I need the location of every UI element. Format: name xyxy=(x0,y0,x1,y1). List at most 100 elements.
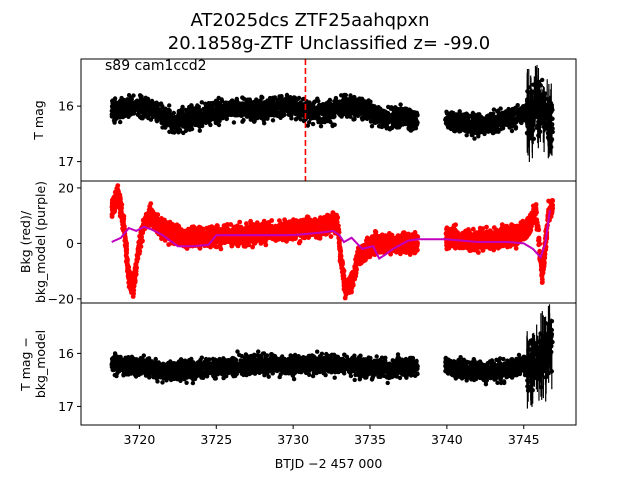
flux-point xyxy=(545,131,551,136)
flux-point xyxy=(167,129,172,134)
flux-point xyxy=(231,120,237,125)
flux-point xyxy=(366,98,371,103)
flux-point xyxy=(167,103,172,108)
flux-point xyxy=(478,116,483,121)
flux-point xyxy=(161,116,167,122)
flux-point xyxy=(245,100,250,106)
flux-point xyxy=(221,107,227,113)
flux-point xyxy=(506,118,511,124)
flux-point xyxy=(331,115,336,120)
flux-point xyxy=(401,110,407,115)
flux-point xyxy=(277,94,282,99)
flux-point xyxy=(120,109,125,115)
flux-point xyxy=(151,103,156,108)
flux-point xyxy=(125,104,130,110)
flux-point xyxy=(386,104,391,110)
flux-point xyxy=(306,114,311,119)
flux-point xyxy=(234,96,239,102)
flux-point xyxy=(370,105,375,110)
flux-point xyxy=(161,120,167,126)
chart-title-line1: AT2025dcs ZTF25aahqpxn xyxy=(190,10,429,31)
flux-point xyxy=(366,108,372,114)
flux-point xyxy=(241,104,247,109)
flux-point xyxy=(195,122,200,128)
flux-point xyxy=(355,108,361,113)
flux-point xyxy=(260,95,265,100)
flux-point xyxy=(345,97,351,102)
flux-point xyxy=(399,106,404,111)
flux-point xyxy=(404,117,409,123)
flux-point xyxy=(283,96,289,102)
flux-point xyxy=(307,100,312,105)
flux-point xyxy=(294,116,299,122)
y-tick-label: 16 xyxy=(58,99,74,114)
flux-point xyxy=(332,99,338,105)
flux-point xyxy=(157,102,162,107)
flux-point xyxy=(240,95,245,100)
flux-point xyxy=(217,114,222,119)
flux-point xyxy=(334,107,340,112)
flux-point xyxy=(545,123,550,128)
flux-point xyxy=(398,102,403,107)
flux-point xyxy=(166,120,171,126)
flux-point xyxy=(540,114,546,119)
flux-point xyxy=(146,115,151,121)
flux-point xyxy=(120,97,125,102)
flux-point xyxy=(158,108,163,114)
y-axis-label-line: T mag xyxy=(31,100,46,140)
flux-point xyxy=(450,119,455,125)
flux-point xyxy=(496,121,501,127)
flux-point xyxy=(184,121,189,126)
flux-point xyxy=(252,119,257,124)
flux-point xyxy=(473,115,478,121)
flux-point xyxy=(491,107,497,112)
flux-point xyxy=(411,122,417,128)
flux-point xyxy=(116,113,122,118)
flux-point xyxy=(540,104,546,109)
flux-point xyxy=(339,114,344,119)
flux-point xyxy=(242,109,248,114)
flux-point xyxy=(244,114,250,119)
flux-point xyxy=(480,127,485,132)
flux-point xyxy=(369,124,375,129)
flux-point xyxy=(310,121,316,127)
flux-point xyxy=(401,121,406,126)
flux-point xyxy=(287,109,292,114)
flux-point xyxy=(380,116,385,121)
flux-point xyxy=(281,110,286,115)
flux-point xyxy=(177,114,183,120)
flux-point xyxy=(275,113,280,118)
flux-point xyxy=(488,111,493,117)
flux-point xyxy=(463,123,468,128)
flux-point xyxy=(375,110,380,115)
flux-point xyxy=(548,117,554,122)
flux-point xyxy=(117,102,122,107)
flux-point xyxy=(213,120,218,126)
flux-point xyxy=(318,124,324,129)
flux-point xyxy=(499,126,504,132)
flux-point xyxy=(131,107,137,112)
flux-point xyxy=(208,117,214,122)
flux-point xyxy=(298,100,303,105)
flux-point xyxy=(344,114,350,119)
flux-point xyxy=(179,120,184,125)
flux-point xyxy=(305,123,310,128)
ccd-annotation: s89 cam1ccd2 xyxy=(105,58,207,74)
flux-point xyxy=(389,125,395,131)
flux-point xyxy=(200,123,205,129)
flux-point xyxy=(240,119,245,124)
flux-point xyxy=(539,93,544,98)
flux-point xyxy=(118,105,123,111)
flux-point xyxy=(352,116,357,122)
flux-point xyxy=(348,93,353,98)
flux-point xyxy=(145,112,150,117)
flux-point xyxy=(197,128,202,133)
flux-point xyxy=(536,106,541,112)
flux-point xyxy=(256,101,262,106)
flux-point xyxy=(258,105,263,110)
flux-point xyxy=(204,104,210,110)
flux-point xyxy=(406,125,411,131)
flux-point xyxy=(369,117,375,122)
flux-point xyxy=(166,112,171,117)
